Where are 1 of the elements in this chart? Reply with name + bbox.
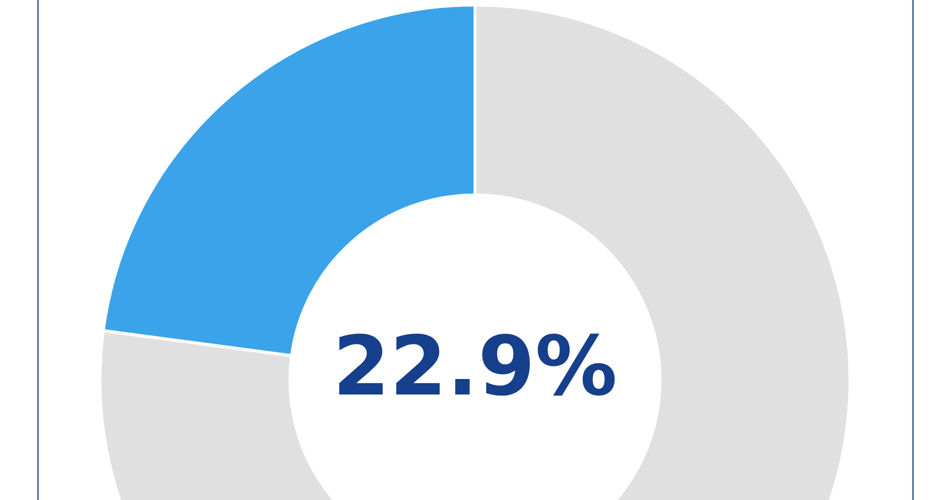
text: 22.9% [332, 319, 618, 414]
